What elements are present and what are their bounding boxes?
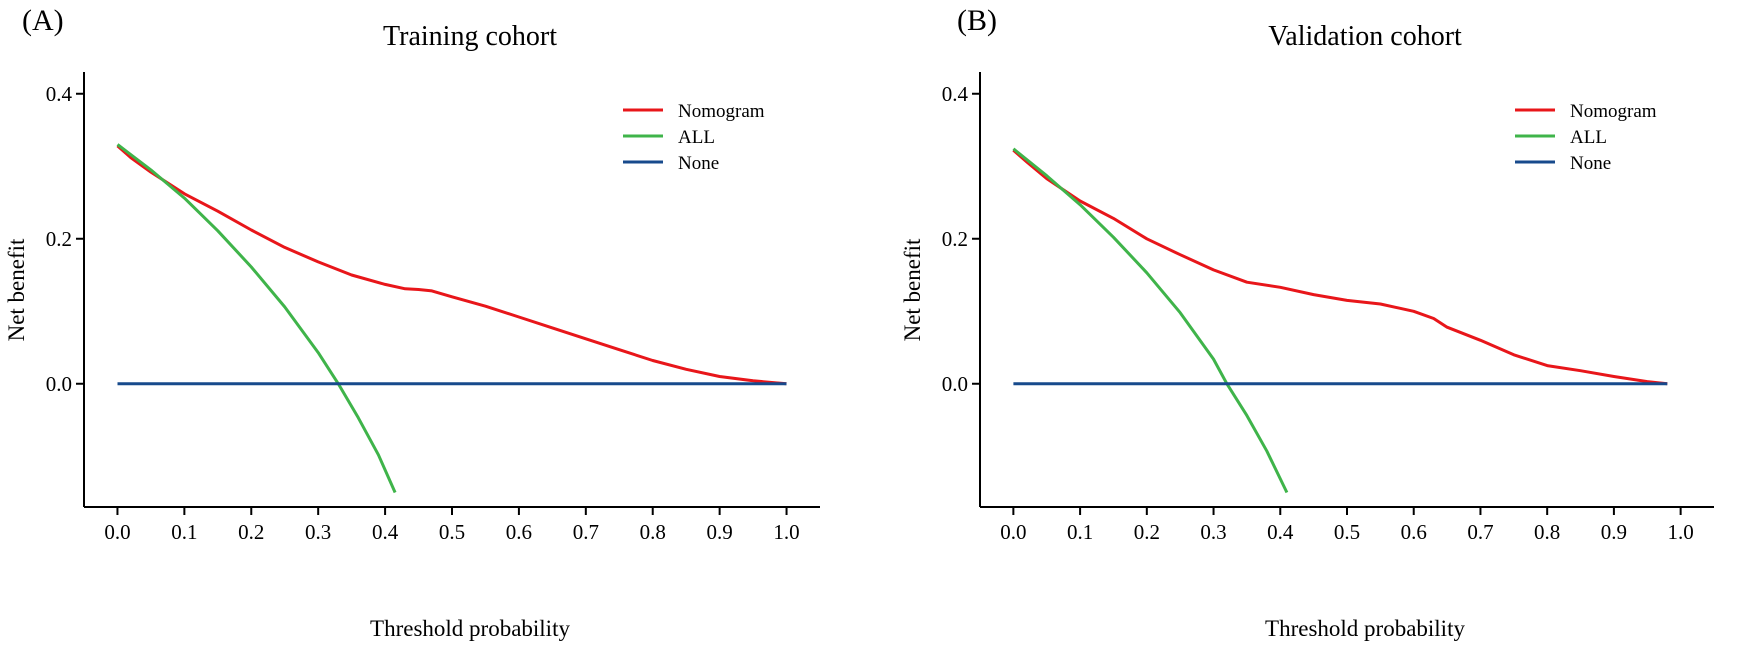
legend-label-nomogram: Nomogram bbox=[678, 101, 765, 122]
x-tick-label: 1.0 bbox=[773, 520, 799, 544]
x-tick-label: 0.7 bbox=[1467, 520, 1493, 544]
series-line-nomogram bbox=[1012, 149, 1668, 386]
x-tick-label: 0.9 bbox=[707, 520, 733, 544]
y-tick-label: 0.4 bbox=[942, 82, 969, 106]
panel-a-y-axis-label: Net benefit bbox=[4, 238, 29, 341]
y-tick-label: 0.2 bbox=[46, 227, 72, 251]
panel-b-x-ticks: 0.0 0.1 0.2 0.3 0.4 0.5 0.6 0.7 0.8 0.9 1.0 bbox=[1000, 507, 1694, 544]
y-tick-label: 0.2 bbox=[942, 227, 968, 251]
x-tick-label: 0.0 bbox=[1000, 520, 1026, 544]
series-line-all bbox=[1012, 147, 1289, 494]
panel-a-x-axis-label: Threshold probability bbox=[370, 616, 570, 641]
panel-b-plot-lines bbox=[1012, 147, 1668, 494]
x-tick-label: 0.5 bbox=[1334, 520, 1360, 544]
x-tick-label: 0.6 bbox=[1401, 520, 1427, 544]
y-tick-label: 0.4 bbox=[46, 82, 73, 106]
y-tick-label: 0.0 bbox=[46, 372, 72, 396]
legend-label-nomogram: Nomogram bbox=[1570, 101, 1657, 122]
panel-a-title: Training cohort bbox=[383, 21, 557, 52]
x-tick-label: 0.9 bbox=[1601, 520, 1627, 544]
y-tick-label: 0.0 bbox=[942, 372, 968, 396]
legend-label-none: None bbox=[678, 153, 719, 174]
x-tick-label: 0.4 bbox=[1267, 520, 1294, 544]
x-tick-label: 0.8 bbox=[640, 520, 666, 544]
panel-b: (B) Validation cohort 0.0 0.1 0.2 0.3 0.4 0.5… bbox=[900, 4, 1714, 641]
panel-a-plot-lines bbox=[116, 143, 787, 494]
panel-a-legend: Nomogram ALL None bbox=[623, 101, 765, 174]
panel-b-x-axis-label: Threshold probability bbox=[1265, 616, 1465, 641]
x-tick-label: 1.0 bbox=[1668, 520, 1694, 544]
x-tick-label: 0.8 bbox=[1534, 520, 1560, 544]
series-line-nomogram bbox=[116, 144, 787, 386]
x-tick-label: 0.3 bbox=[1200, 520, 1226, 544]
panel-b-y-ticks: 0.0 0.2 0.4 bbox=[942, 82, 980, 396]
x-tick-label: 0.5 bbox=[439, 520, 465, 544]
x-tick-label: 0.1 bbox=[171, 520, 197, 544]
x-tick-label: 0.2 bbox=[1134, 520, 1160, 544]
panel-a: (A) Training cohort 0.0 0.1 0.2 0.3 0.4 0.5 0.… bbox=[4, 4, 820, 641]
panel-a-y-ticks: 0.0 0.2 0.4 bbox=[46, 82, 84, 396]
x-tick-label: 0.4 bbox=[372, 520, 399, 544]
legend-label-all: ALL bbox=[1570, 127, 1607, 148]
x-tick-label: 0.2 bbox=[238, 520, 264, 544]
legend-label-all: ALL bbox=[678, 127, 715, 148]
x-tick-label: 0.6 bbox=[506, 520, 532, 544]
x-tick-label: 0.7 bbox=[573, 520, 599, 544]
series-line-all bbox=[116, 143, 397, 494]
x-tick-label: 0.0 bbox=[104, 520, 130, 544]
panel-b-label: (B) bbox=[957, 4, 997, 37]
panel-a-x-ticks: 0.0 0.1 0.2 0.3 0.4 0.5 0.6 0.7 0.8 0.9 1.0 bbox=[104, 507, 800, 544]
panel-b-y-axis-label: Net benefit bbox=[900, 238, 925, 341]
x-tick-label: 0.1 bbox=[1067, 520, 1093, 544]
panel-b-legend: Nomogram ALL None bbox=[1515, 101, 1657, 174]
legend-label-none: None bbox=[1570, 153, 1611, 174]
panel-b-title: Validation cohort bbox=[1268, 21, 1462, 52]
x-tick-label: 0.3 bbox=[305, 520, 331, 544]
panel-a-label: (A) bbox=[22, 4, 64, 37]
